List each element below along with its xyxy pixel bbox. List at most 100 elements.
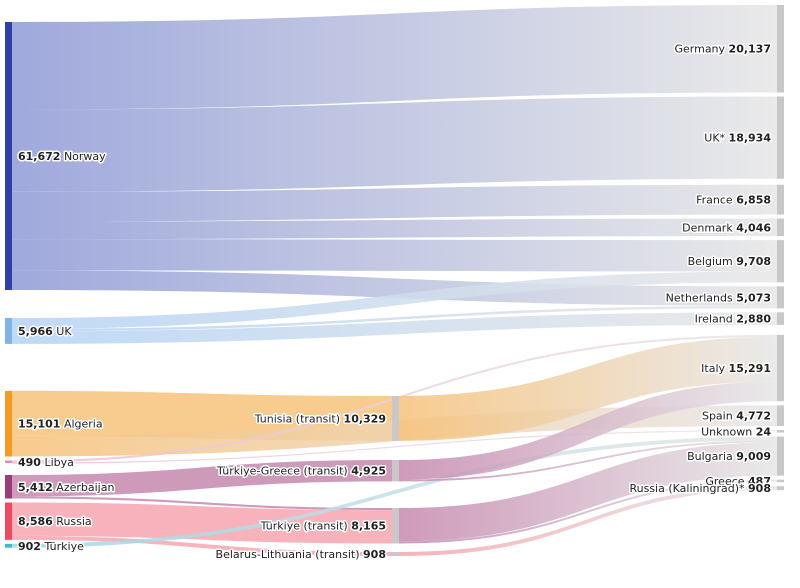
flow-norway-to-france[interactable] [12,184,777,222]
label-value-france: 6,858 [736,194,771,207]
label-bel_lit: Belarus-Lithuania (transit) 908 [216,548,386,561]
label-value-bel_lit: 908 [363,548,386,561]
label-belgium: Belgium 9,708 [688,255,771,268]
label-france: France 6,858 [696,194,771,207]
node-bar-bulgaria[interactable] [777,436,784,476]
node-bar-uk_src[interactable] [5,317,12,344]
label-value-spain: 4,772 [736,410,771,423]
node-bar-russia[interactable] [5,502,12,540]
node-bar-spain[interactable] [777,405,784,427]
label-value-russia: 8,586 [18,515,53,528]
label-name-spain: Spain [702,410,733,423]
node-bar-belgium[interactable] [777,240,784,283]
label-name-germany: Germany [674,43,725,56]
label-uk_src: 5,966 UK [18,325,72,338]
flow-turkiye_tr-to-greece[interactable] [399,479,777,544]
flow-uk_src-to-netherlands[interactable] [12,305,777,332]
node-bar-denmark[interactable] [777,218,784,237]
node-bar-greece[interactable] [777,479,784,483]
label-value-unknown: 24 [756,425,772,438]
label-value-greece: 487 [748,475,771,488]
node-bar-uk_dst[interactable] [777,96,784,179]
flow-norway-to-netherlands[interactable] [12,270,777,306]
flow-azerbaijan-to-tr_gr[interactable] [12,460,392,497]
node-bar-italy[interactable] [777,334,784,402]
label-value-libya: 490 [18,456,41,469]
label-algeria: 15,101 Algeria [18,418,103,431]
label-name-bel_lit: Belarus-Lithuania (transit) [216,548,360,561]
label-name-russia: Russia [56,515,91,528]
label-name-greece: Greece [705,475,744,488]
label-name-netherlands: Netherlands [666,291,733,304]
label-value-ireland: 2,880 [736,313,771,326]
label-name-ireland: Ireland [695,313,733,326]
label-greece: Greece 487 [705,475,771,488]
label-name-tr_gr: Türkiye-Greece (transit) [216,465,348,478]
node-bar-france[interactable] [777,184,784,215]
node-bar-netherlands[interactable] [777,286,784,309]
flow-turkiye_src-to-bulgaria[interactable] [12,436,777,548]
flow-bel_lit-to-kaliningrad[interactable] [399,486,777,556]
node-bar-turkiye_src[interactable] [5,543,12,548]
label-value-tunisia: 10,329 [344,412,386,425]
label-name-norway: Norway [64,150,106,163]
label-value-algeria: 15,101 [18,418,60,431]
flow-russia-to-turkiye_tr[interactable] [12,502,392,544]
flow-norway-to-germany[interactable] [12,5,777,110]
label-value-kaliningrad: 908 [748,482,771,495]
label-name-bulgaria: Bulgaria [687,450,733,463]
flow-norway-to-denmark[interactable] [12,218,777,240]
label-value-turkiye_src: 902 [18,540,41,553]
node-bars [5,5,784,556]
node-bar-kaliningrad[interactable] [777,486,784,491]
label-ireland: Ireland 2,880 [695,313,772,326]
flow-azerbaijan-to-turkiye_tr[interactable] [12,496,392,511]
label-uk_dst: UK* 18,934 [704,132,771,145]
flow-norway-to-belgium[interactable] [12,239,777,272]
flow-tr_gr-to-italy[interactable] [399,381,777,480]
node-bar-bel_lit[interactable] [392,552,399,556]
node-bar-tr_gr[interactable] [392,460,399,482]
flow-uk_src-to-ireland[interactable] [12,312,777,344]
label-bulgaria: Bulgaria 9,009 [687,450,771,463]
label-name-italy: Italy [701,362,725,375]
flow-tr_gr-to-bulgaria[interactable] [399,440,777,482]
node-bar-turkiye_tr[interactable] [392,508,399,544]
node-bar-germany[interactable] [777,5,784,93]
label-name-algeria: Algeria [64,418,103,431]
flow-russia-to-bel_lit[interactable] [12,535,392,556]
node-bar-unknown[interactable] [777,430,784,433]
flow-norway-to-uk_dst[interactable] [12,96,777,192]
flow-tunisia-to-italy[interactable] [399,336,777,441]
label-value-germany: 20,137 [729,43,771,56]
label-name-turkiye_src: Türkiye [43,540,84,553]
label-value-uk_dst: 18,934 [729,132,772,145]
label-name-denmark: Denmark [682,221,733,234]
label-denmark: Denmark 4,046 [682,221,771,234]
flow-turkiye_tr-to-bulgaria[interactable] [399,442,777,542]
label-turkiye_tr: Türkiye (transit) 8,165 [260,520,386,533]
label-name-azerbaijan: Azerbaijan [56,481,114,494]
label-value-turkiye_tr: 8,165 [351,520,386,533]
node-bar-norway[interactable] [5,22,12,290]
node-bar-algeria[interactable] [5,390,12,457]
label-value-bulgaria: 9,009 [736,450,771,463]
node-bar-tunisia[interactable] [392,396,399,441]
label-germany: Germany 20,137 [674,43,771,56]
label-italy: Italy 15,291 [701,362,771,375]
flow-libya-to-unknown[interactable] [12,430,777,464]
label-tunisia: Tunisia (transit) 10,329 [254,412,386,425]
label-name-uk_src: UK [56,325,72,338]
label-spain: Spain 4,772 [702,410,771,423]
node-bar-libya[interactable] [5,460,12,464]
node-bar-ireland[interactable] [777,312,784,325]
flow-uk_src-to-belgium[interactable] [12,271,777,329]
label-unknown: Unknown 24 [701,425,771,438]
label-name-uk_dst: UK* [704,132,725,145]
label-value-italy: 15,291 [729,362,771,375]
label-turkiye_src: 902 Türkiye [18,540,84,553]
label-value-azerbaijan: 5,412 [18,481,53,494]
node-bar-azerbaijan[interactable] [5,475,12,499]
label-libya: 490 Libya [18,456,74,469]
